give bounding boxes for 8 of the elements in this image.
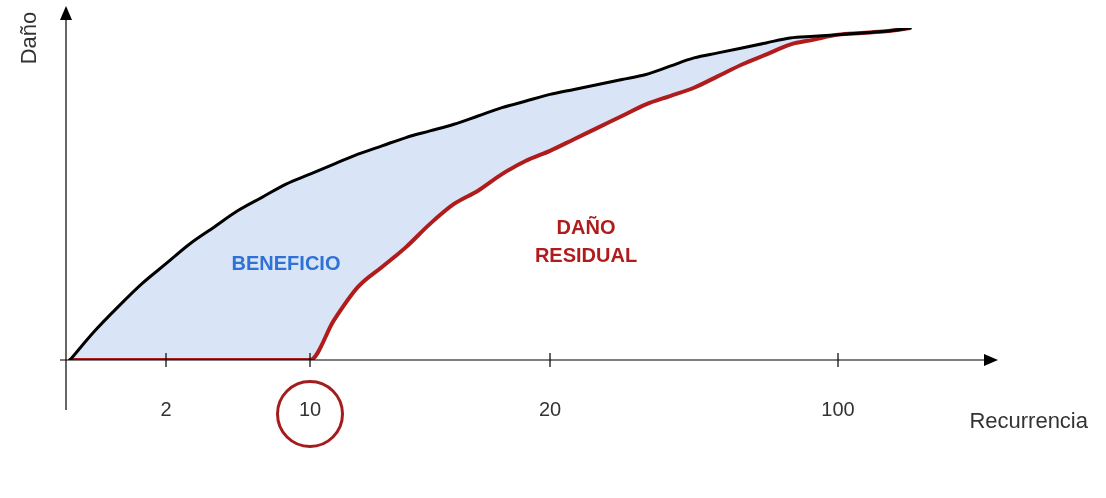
x-tick-label: 2 [160,397,172,420]
x-tick-label: 10 [298,397,322,420]
annotation: BENEFICIO [231,251,341,274]
x-tick-label: 100 [821,397,855,420]
annotation: DAÑO RESIDUAL [534,215,638,266]
x-tick-label: 20 [538,397,562,420]
y-axis-title: Daño [16,11,42,65]
x-axis-title: Recurrencia [969,408,1089,434]
